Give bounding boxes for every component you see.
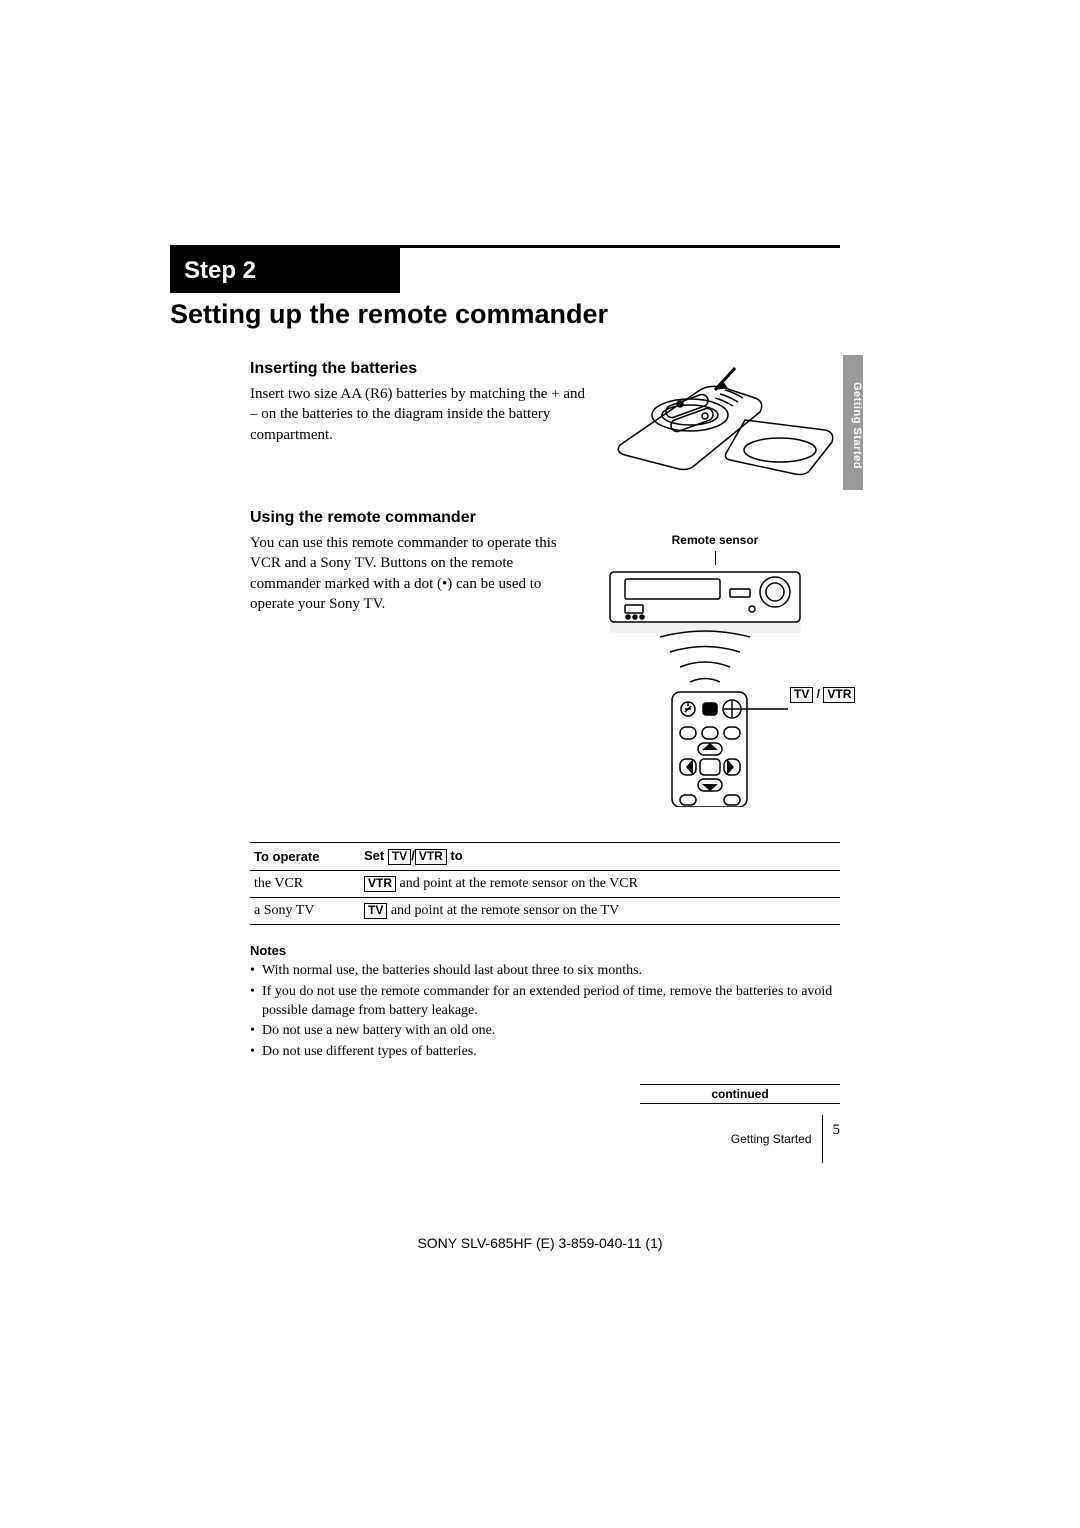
list-item: Do not use a new battery with an old one… [250, 1022, 840, 1041]
table-row: the VCR VTR and point at the remote sens… [250, 870, 840, 897]
tv-vtr-switch-label: TV / VTR [790, 687, 855, 703]
cell-set: VTR and point at the remote sensor on th… [360, 870, 840, 897]
page-content: Step 2 Setting up the remote commander I… [170, 245, 840, 1104]
illustration-vcr-remote: Remote sensor [590, 533, 840, 812]
table-row: a Sony TV TV and point at the remote sen… [250, 897, 840, 924]
footer-divider [822, 1115, 823, 1163]
table-header-row: To operate Set TV/VTR to [250, 843, 840, 871]
hdr-post: to [447, 848, 463, 863]
list-item: If you do not use the remote commander f… [250, 983, 840, 1021]
notes-heading: Notes [250, 943, 840, 958]
caption-remote-sensor: Remote sensor [590, 533, 840, 547]
side-tab-getting-started: Getting Started [843, 355, 863, 490]
cell-set: TV and point at the remote sensor on the… [360, 897, 840, 924]
body-text-using: You can use this remote commander to ope… [250, 533, 570, 614]
continued-bar: continued [250, 1084, 840, 1104]
list-item: With normal use, the batteries should la… [250, 962, 840, 981]
subheading-inserting: Inserting the batteries [250, 360, 590, 378]
body-text-inserting: Insert two size AA (R6) batteries by mat… [250, 384, 590, 445]
subheading-using: Using the remote commander [250, 509, 840, 527]
label-tv-box: TV [790, 687, 813, 703]
continued-label: continued [640, 1084, 840, 1104]
illustration-batteries [610, 360, 840, 485]
operation-table: To operate Set TV/VTR to the VCR VTR and… [250, 842, 840, 925]
caption-leader-line [715, 551, 716, 565]
cell-rest: and point at the remote sensor on the TV [387, 903, 619, 918]
notes-list: With normal use, the batteries should la… [250, 962, 840, 1062]
section-text: Inserting the batteries Insert two size … [250, 360, 590, 485]
battery-insert-icon [610, 360, 840, 480]
cell-operate: a Sony TV [250, 897, 360, 924]
hdr-tv-box: TV [388, 849, 411, 865]
table-header-set: Set TV/VTR to [360, 843, 840, 871]
hdr-pre: Set [364, 848, 388, 863]
document-id: SONY SLV-685HF (E) 3-859-040-11 (1) [0, 1235, 1080, 1251]
page-title: Setting up the remote commander [170, 299, 840, 330]
slash: / [813, 687, 823, 701]
label-vtr-box: VTR [823, 687, 855, 703]
page-footer: Getting Started 5 [250, 1115, 840, 1163]
cell-box: VTR [364, 876, 396, 892]
cell-operate: the VCR [250, 870, 360, 897]
page-number: 5 [833, 1122, 841, 1157]
section-text-using: You can use this remote commander to ope… [250, 533, 570, 812]
step-banner: Step 2 [170, 248, 400, 293]
content-area: Inserting the batteries Insert two size … [250, 360, 840, 1104]
footer-section-name: Getting Started [731, 1132, 812, 1146]
section-inserting-batteries: Inserting the batteries Insert two size … [250, 360, 840, 485]
table-header-operate: To operate [250, 843, 360, 871]
section-using-remote: You can use this remote commander to ope… [250, 533, 840, 812]
list-item: Do not use different types of batteries. [250, 1043, 840, 1062]
cell-rest: and point at the remote sensor on the VC… [396, 876, 638, 891]
hdr-vtr-box: VTR [415, 849, 447, 865]
cell-box: TV [364, 903, 387, 919]
